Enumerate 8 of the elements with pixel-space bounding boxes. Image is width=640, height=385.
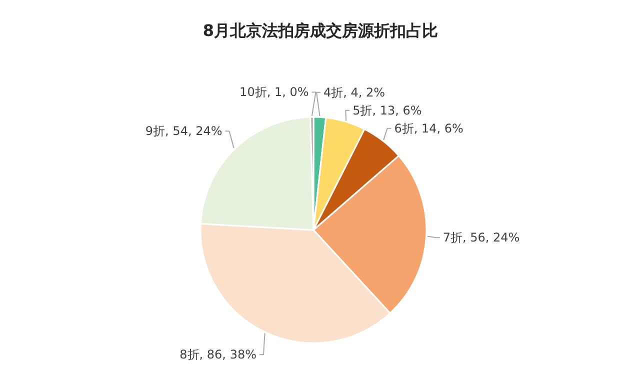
- slice-label: 8折, 86, 38%: [180, 348, 256, 362]
- slice-label: 7折, 56, 24%: [442, 230, 520, 245]
- slice-label: 5折, 13, 6%: [352, 103, 422, 118]
- slice-label: 6折, 14, 6%: [394, 121, 464, 136]
- slice-label: 10折, 1, 0%: [240, 85, 309, 100]
- slice-label: 4折, 4, 2%: [323, 85, 386, 100]
- chart-title: 8月北京法拍房成交房源折扣占比: [202, 21, 438, 40]
- slice-label: 9折, 54, 24%: [145, 124, 222, 138]
